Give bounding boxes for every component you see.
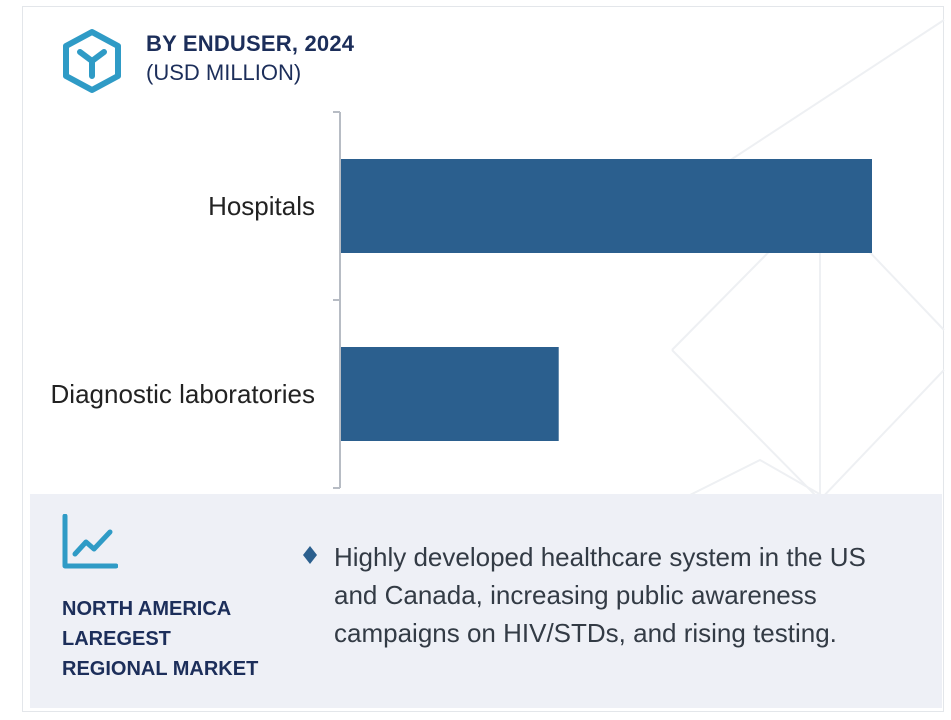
diamond-bullet-icon — [303, 546, 317, 564]
hexagon-y-logo-icon — [63, 29, 121, 93]
bullet-text: Highly developed healthcare system in th… — [334, 542, 866, 648]
region-title-line-2: LAREGEST — [62, 628, 171, 650]
region-title-line-1: NORTH AMERICA — [62, 598, 232, 620]
chart-title: BY ENDUSER, 2024 — [146, 31, 355, 56]
region-panel — [30, 494, 942, 708]
category-label: Hospitals — [208, 191, 315, 221]
bar-chart: Hospitals Diagnostic laboratories — [51, 111, 872, 489]
bar-diagnostic-laboratories — [341, 347, 559, 441]
chart-subtitle: (USD MILLION) — [146, 60, 302, 85]
line-chart-trend-icon — [62, 514, 118, 569]
category-label: Diagnostic laboratories — [51, 379, 315, 409]
region-title: NORTH AMERICA LAREGEST REGIONAL MARKET — [62, 594, 292, 684]
bar-hospitals — [341, 159, 872, 253]
region-title-line-3: REGIONAL MARKET — [62, 658, 259, 680]
